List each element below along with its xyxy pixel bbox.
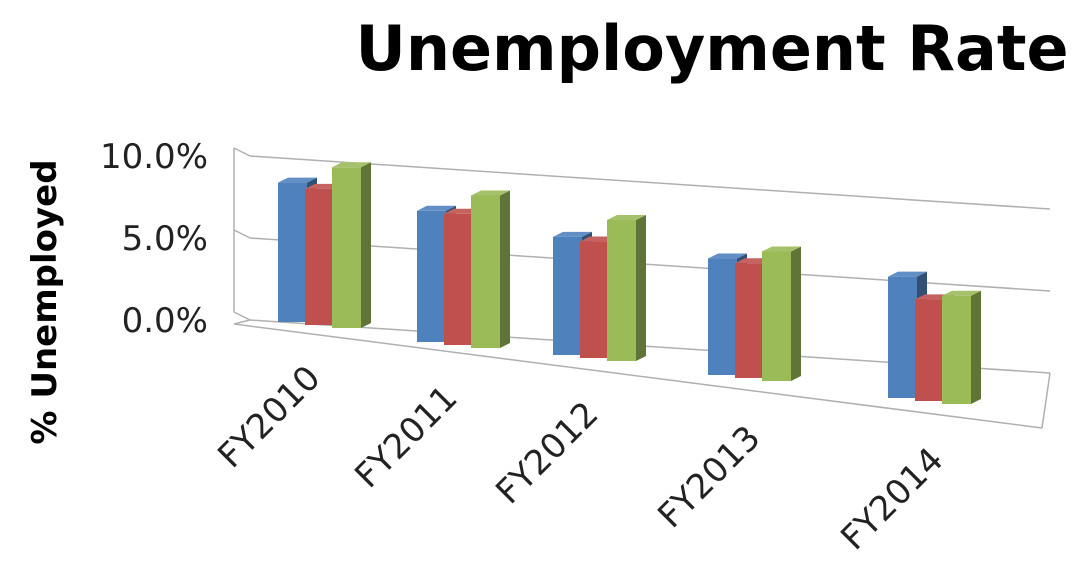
- x-tick-label: FY2014: [833, 440, 951, 558]
- bar-front: [607, 219, 636, 361]
- bar-front: [444, 213, 473, 345]
- bar-side: [361, 162, 371, 328]
- bar-top: [607, 214, 646, 220]
- bar-front: [305, 188, 334, 325]
- bar-side: [791, 246, 801, 381]
- y-axis-label: % Unemployed: [25, 159, 65, 444]
- bar-top: [942, 290, 981, 296]
- gridline: [249, 155, 1051, 210]
- bar: [942, 290, 981, 404]
- bar: [471, 190, 510, 348]
- y-tick-label: 0.0%: [122, 301, 208, 341]
- bar-front: [915, 299, 944, 401]
- side-wall-gridline: [233, 311, 251, 321]
- bar-top: [888, 271, 927, 277]
- bar-top: [278, 177, 317, 183]
- chart-title: Unemployment Rate: [355, 12, 1068, 85]
- bar-front: [553, 236, 582, 355]
- bar-front: [942, 295, 971, 404]
- floor-right-edge: [1041, 372, 1051, 429]
- bar-side: [500, 190, 510, 348]
- y-tick-labels: 0.0% 5.0% 10.0%: [100, 137, 208, 341]
- bar-front: [417, 210, 446, 342]
- bar-front: [471, 195, 500, 348]
- y-tick-label: 5.0%: [122, 219, 208, 259]
- bar-top: [332, 162, 371, 168]
- bar-front: [888, 276, 917, 398]
- x-tick-labels: FY2010 FY2011 FY2012 FY2013 FY2014: [210, 358, 951, 558]
- bar-top: [471, 190, 510, 196]
- x-tick-label: FY2011: [347, 378, 465, 496]
- bar-side: [636, 214, 646, 361]
- bar-front: [278, 182, 307, 322]
- bar: [762, 246, 801, 381]
- bar-top: [417, 205, 456, 211]
- floor-front-edge: [233, 323, 1043, 429]
- bar-front: [762, 251, 791, 381]
- bar-front: [332, 167, 361, 328]
- y-tick-label: 10.0%: [100, 137, 208, 177]
- bar-top: [553, 231, 592, 237]
- bar-side: [971, 290, 981, 404]
- bar-top: [762, 246, 801, 252]
- x-tick-label: FY2010: [210, 358, 328, 476]
- x-tick-label: FY2012: [488, 394, 606, 512]
- floor-left-edge: [233, 319, 251, 325]
- bar-front: [580, 241, 609, 358]
- x-tick-label: FY2013: [650, 418, 768, 536]
- side-wall-gridline: [233, 147, 251, 157]
- bar-front: [708, 258, 737, 375]
- bar-front: [735, 263, 764, 378]
- side-wall-gridline: [233, 229, 251, 239]
- bar: [332, 162, 371, 328]
- bar-top: [708, 253, 747, 259]
- bar: [607, 214, 646, 361]
- bars: [278, 162, 981, 404]
